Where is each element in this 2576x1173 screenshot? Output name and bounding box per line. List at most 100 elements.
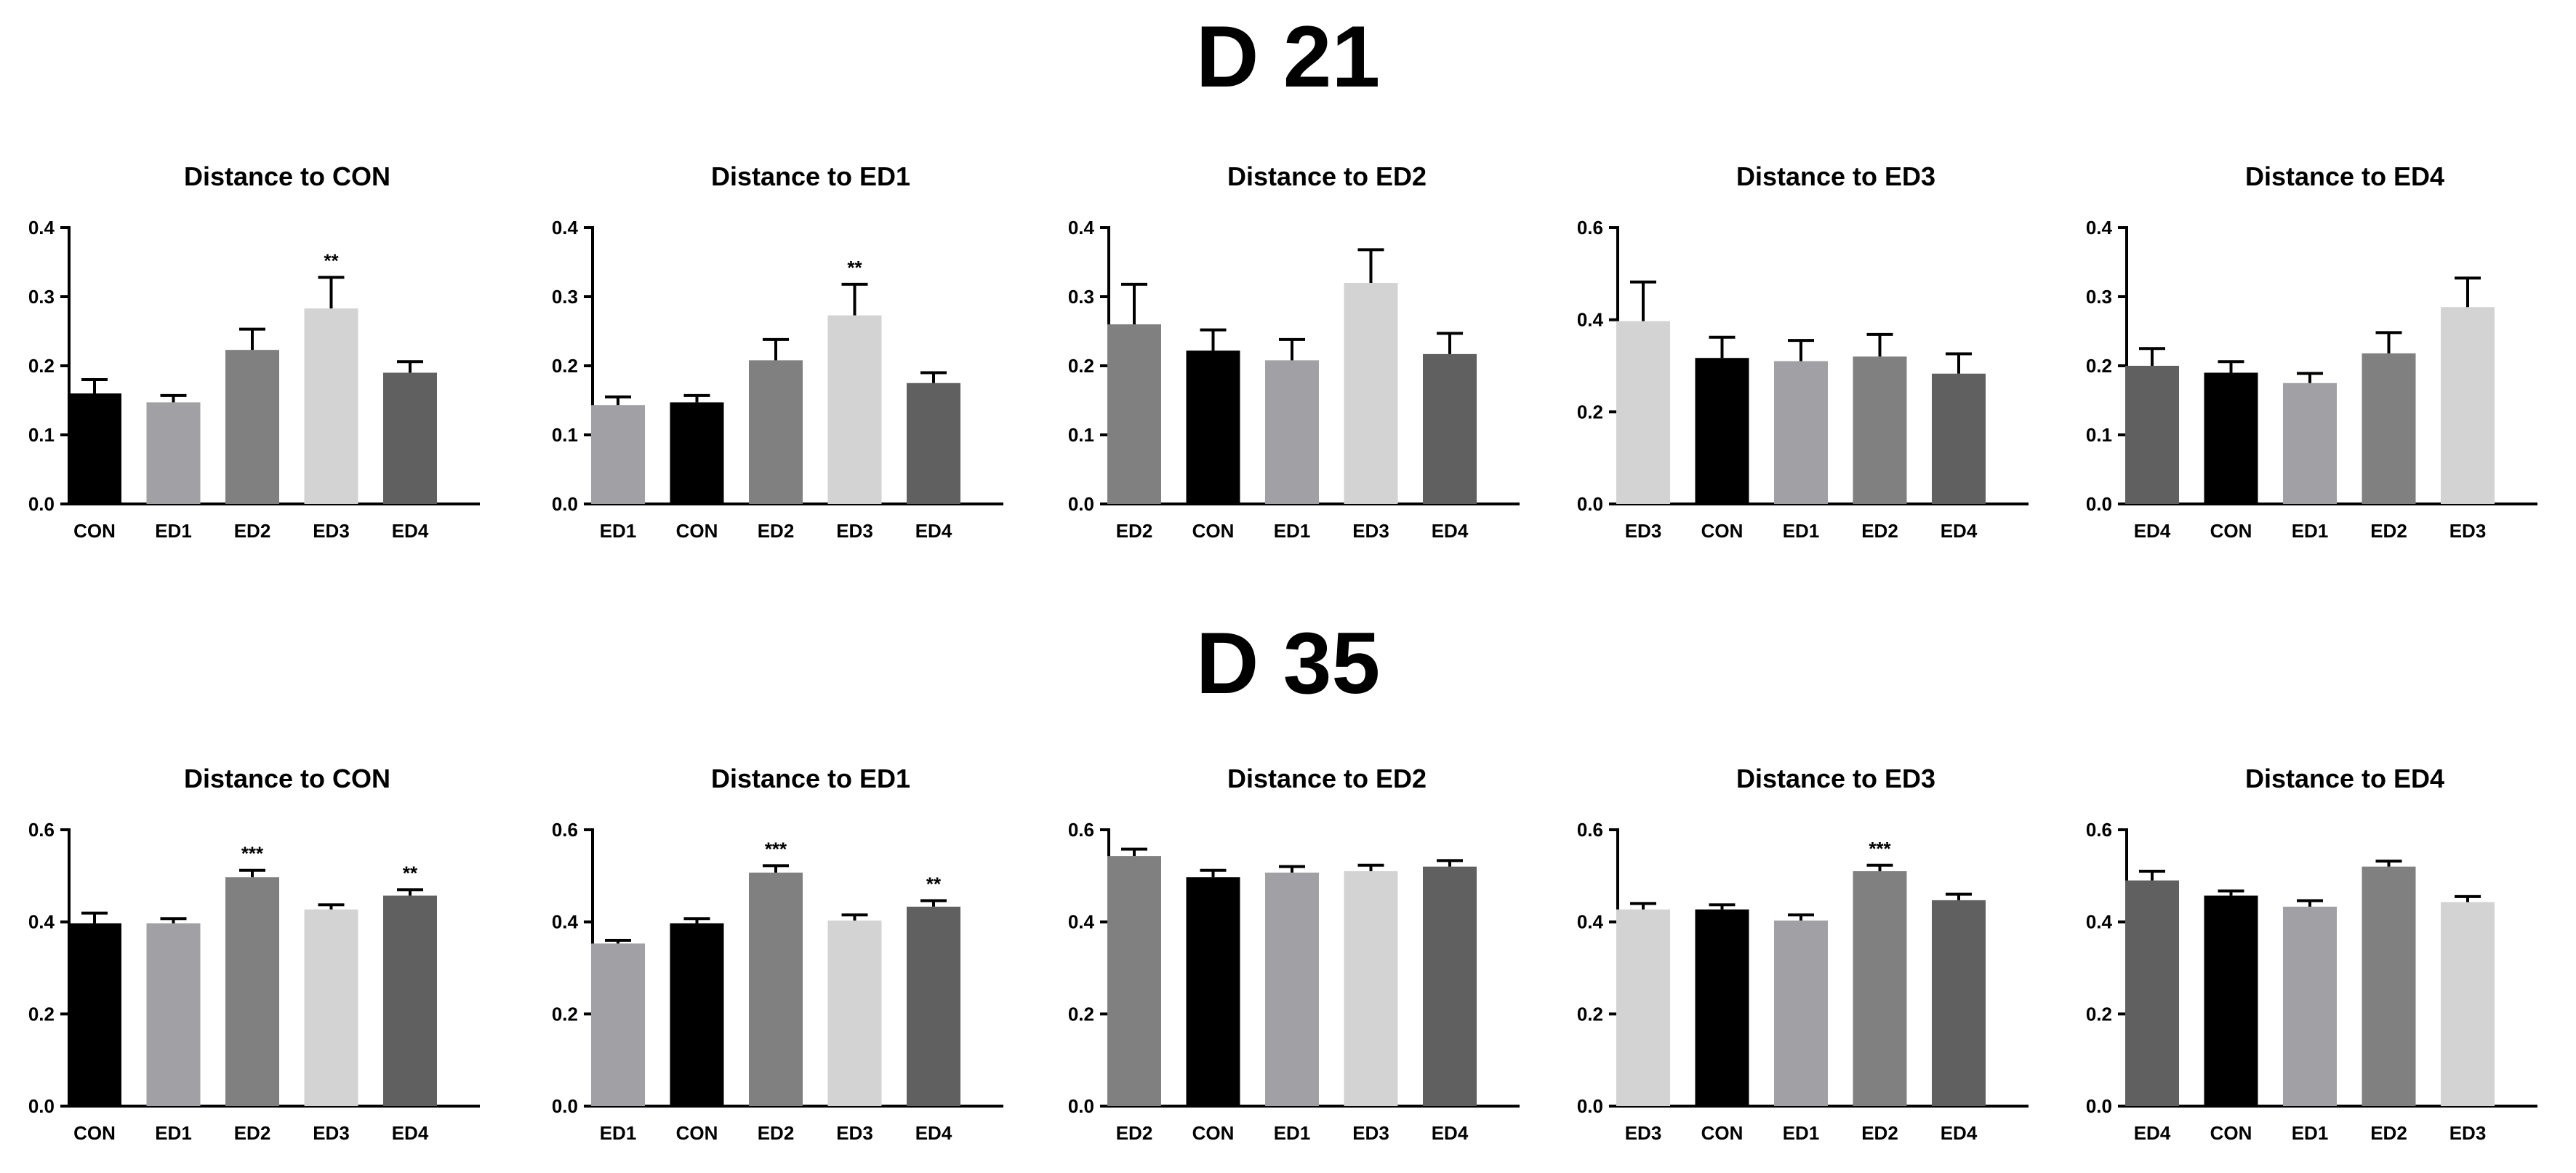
bar-ed3 [827,315,882,504]
bar-chart: Distance to CON 0.0 0.1 0.2 0.3 0.4 CON ED1 ED2 E… [28,161,480,542]
bar-ed2 [1107,324,1161,504]
y-tick-label: 0.0 [1068,1095,1094,1117]
bar-con [1186,351,1240,504]
y-tick-label: 0.2 [28,355,55,377]
x-tick-label: ED4 [1432,1122,1469,1144]
chart-title: Distance to ED4 [2245,764,2444,793]
x-tick-label: ED2 [2370,520,2407,542]
bar-ed2 [225,350,279,504]
chart-title: Distance to ED3 [1736,764,1935,793]
y-tick-label: 0.1 [1068,424,1094,446]
bar-chart: Distance to ED4 0.0 0.1 0.2 0.3 0.4 ED4 CON ED1 E… [2086,161,2537,542]
x-tick-label: ED4 [2134,1122,2171,1144]
x-tick-label: ED3 [313,520,350,542]
bar-ed4 [907,383,960,504]
bar-ed2 [2362,866,2416,1106]
y-tick-label: 0.4 [1577,309,1604,331]
y-tick-label: 0.0 [28,1095,55,1117]
y-tick-label: 0.3 [28,286,55,308]
y-tick-label: 0.0 [552,1095,578,1117]
y-tick-label: 0.6 [1577,217,1603,239]
x-tick-label: ED1 [1783,520,1820,542]
y-tick-label: 0.6 [1068,819,1094,841]
y-tick-label: 0.3 [2086,286,2112,308]
y-tick-label: 0.4 [1068,217,1095,239]
chart-panel-d21-5: Distance to ED4 0.0 0.1 0.2 0.3 0.4 ED4 CON ED1 E… [2058,161,2537,571]
bar-ed3 [1344,283,1398,504]
y-tick-label: 0.0 [2086,1095,2112,1117]
chart-panel-d35-4: Distance to ED3 0.0 0.2 0.4 0.6 ED3 CON ED1 ED2 *… [1549,764,2029,1173]
bar-ed1 [1774,361,1828,504]
x-tick-label: ED4 [915,520,952,542]
x-tick-label: ED4 [392,520,429,542]
y-tick-label: 0.4 [552,911,579,933]
y-tick-label: 0.4 [2086,911,2113,933]
bar-chart: Distance to ED2 0.0 0.2 0.4 0.6 ED2 CON ED1 ED3 E… [1068,764,1520,1144]
x-tick-label: ED4 [392,1122,429,1144]
x-tick-label: ED1 [1274,1122,1311,1144]
x-tick-label: ED2 [758,520,795,542]
bar-chart: Distance to ED3 0.0 0.2 0.4 0.6 ED3 CON ED1 ED2 *… [1577,764,2029,1144]
bar-ed4 [1423,866,1477,1106]
significance-marker: ** [324,249,339,271]
x-tick-label: ED3 [1352,1122,1389,1144]
chart-panel-d21-4: Distance to ED3 0.0 0.2 0.4 0.6 ED3 CON ED1 ED2 E… [1549,161,2029,571]
chart-panel-d35-5: Distance to ED4 0.0 0.2 0.4 0.6 ED4 CON ED1 ED2 E… [2058,764,2537,1173]
bar-ed3 [2441,307,2495,504]
y-tick-label: 0.6 [2086,819,2112,841]
bar-ed1 [1774,920,1828,1106]
bar-con [670,923,724,1106]
x-tick-label: ED1 [600,520,637,542]
y-tick-label: 0.2 [552,1003,578,1025]
x-tick-label: ED2 [234,1122,271,1144]
y-tick-label: 0.2 [1068,355,1094,377]
bar-con [2204,895,2258,1106]
bar-ed2 [749,872,803,1106]
bar-chart: Distance to ED3 0.0 0.2 0.4 0.6 ED3 CON ED1 ED2 E… [1577,161,2029,542]
y-tick-label: 0.2 [2086,1003,2112,1025]
y-tick-label: 0.1 [552,424,578,446]
x-tick-label: ED2 [1861,520,1898,542]
chart-panel-d21-1: Distance to CON 0.0 0.1 0.2 0.3 0.4 CON ED1 ED2 E… [0,161,480,571]
bar-con [1695,909,1749,1106]
y-tick-label: 0.0 [28,493,55,515]
chart-title: Distance to ED1 [711,764,910,793]
y-tick-label: 0.4 [1577,911,1604,933]
bar-ed3 [827,920,882,1106]
x-tick-label: ED1 [1274,520,1311,542]
bar-ed3 [304,909,358,1106]
bar-con [1186,877,1240,1106]
x-tick-label: ED2 [1861,1122,1898,1144]
bar-ed1 [146,923,201,1106]
x-tick-label: ED2 [758,1122,795,1144]
x-tick-label: ED1 [155,1122,192,1144]
chart-title: Distance to CON [184,764,390,793]
x-tick-label: ED3 [836,1122,873,1144]
bar-ed4 [383,372,437,504]
bar-ed4 [1932,900,1986,1106]
y-tick-label: 0.1 [28,424,55,446]
y-tick-label: 0.1 [2086,424,2112,446]
bar-ed3 [2441,902,2495,1106]
x-tick-label: ED1 [1783,1122,1820,1144]
x-tick-label: CON [1701,1122,1744,1144]
y-tick-label: 0.0 [2086,493,2112,515]
y-tick-label: 0.2 [1577,1003,1603,1025]
y-tick-label: 0.0 [552,493,578,515]
y-tick-label: 0.6 [552,819,578,841]
y-tick-label: 0.4 [1068,911,1095,933]
chart-panel-d21-3: Distance to ED2 0.0 0.1 0.2 0.3 0.4 ED2 CON ED1 E… [1040,161,1520,571]
y-tick-label: 0.4 [552,217,579,239]
y-tick-label: 0.2 [2086,355,2112,377]
y-tick-label: 0.4 [28,911,55,933]
x-tick-label: ED4 [1941,1122,1978,1144]
bar-ed4 [2125,880,2179,1106]
bar-ed1 [591,943,645,1106]
bar-con [2204,372,2258,504]
x-tick-label: ED3 [1352,520,1389,542]
x-tick-label: ED3 [1625,1122,1662,1144]
significance-marker: *** [1869,838,1891,860]
bar-ed4 [2125,366,2179,504]
bar-chart: Distance to CON 0.0 0.2 0.4 0.6 CON ED1 ED2 *** E… [28,764,480,1144]
bar-chart: Distance to ED2 0.0 0.1 0.2 0.3 0.4 ED2 CON ED1 E… [1068,161,1520,542]
